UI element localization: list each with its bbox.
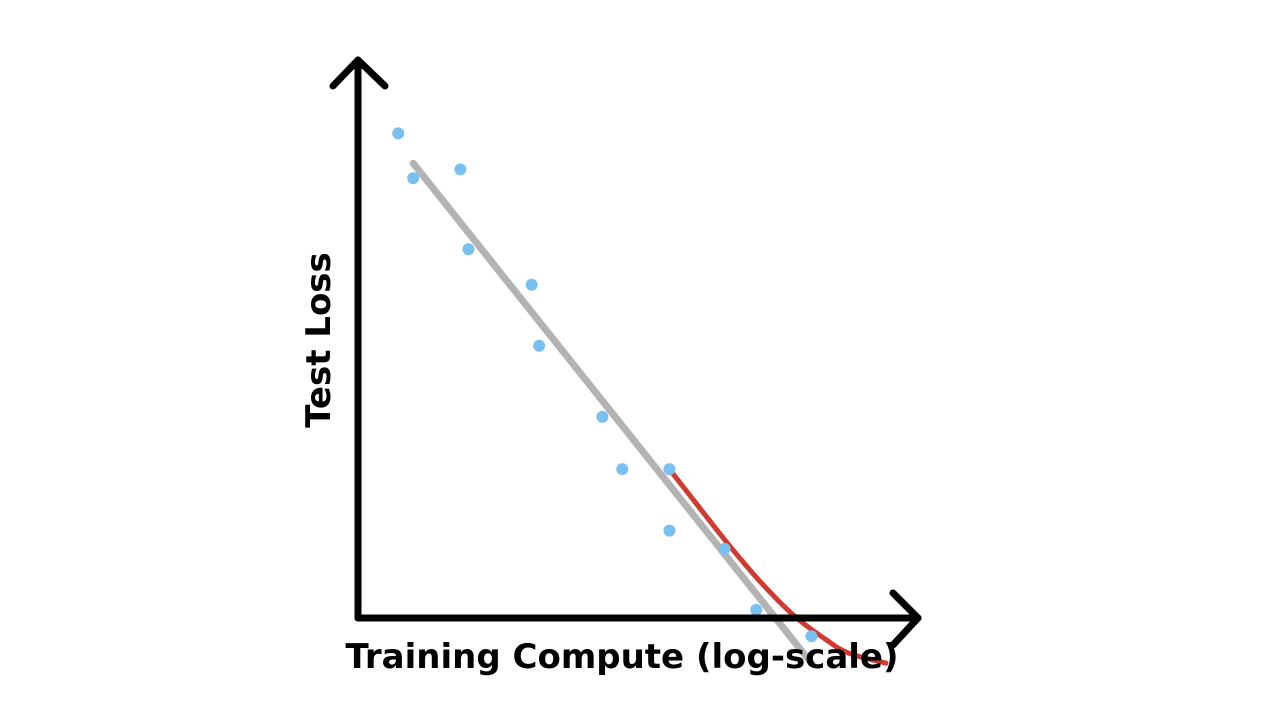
data-point: [392, 127, 405, 140]
trend-line: [409, 159, 815, 667]
data-point: [750, 603, 763, 616]
data-point: [454, 163, 467, 176]
data-point: [616, 463, 629, 476]
data-point: [525, 278, 538, 291]
data-point: [407, 172, 420, 185]
x-axis-arrowhead: [889, 589, 922, 649]
data-point: [533, 339, 546, 352]
data-point: [663, 524, 676, 537]
y-axis-arrowhead: [329, 56, 389, 90]
chart-marks: [392, 127, 889, 667]
x-axis-label: Training Compute (log-scale): [345, 637, 898, 677]
data-point: [718, 542, 731, 555]
data-point: [663, 463, 676, 476]
data-point: [805, 630, 818, 643]
y-axis-label: Test Loss: [299, 252, 339, 428]
data-point: [596, 410, 609, 423]
bending-curve: [666, 466, 889, 666]
data-point: [462, 243, 475, 256]
